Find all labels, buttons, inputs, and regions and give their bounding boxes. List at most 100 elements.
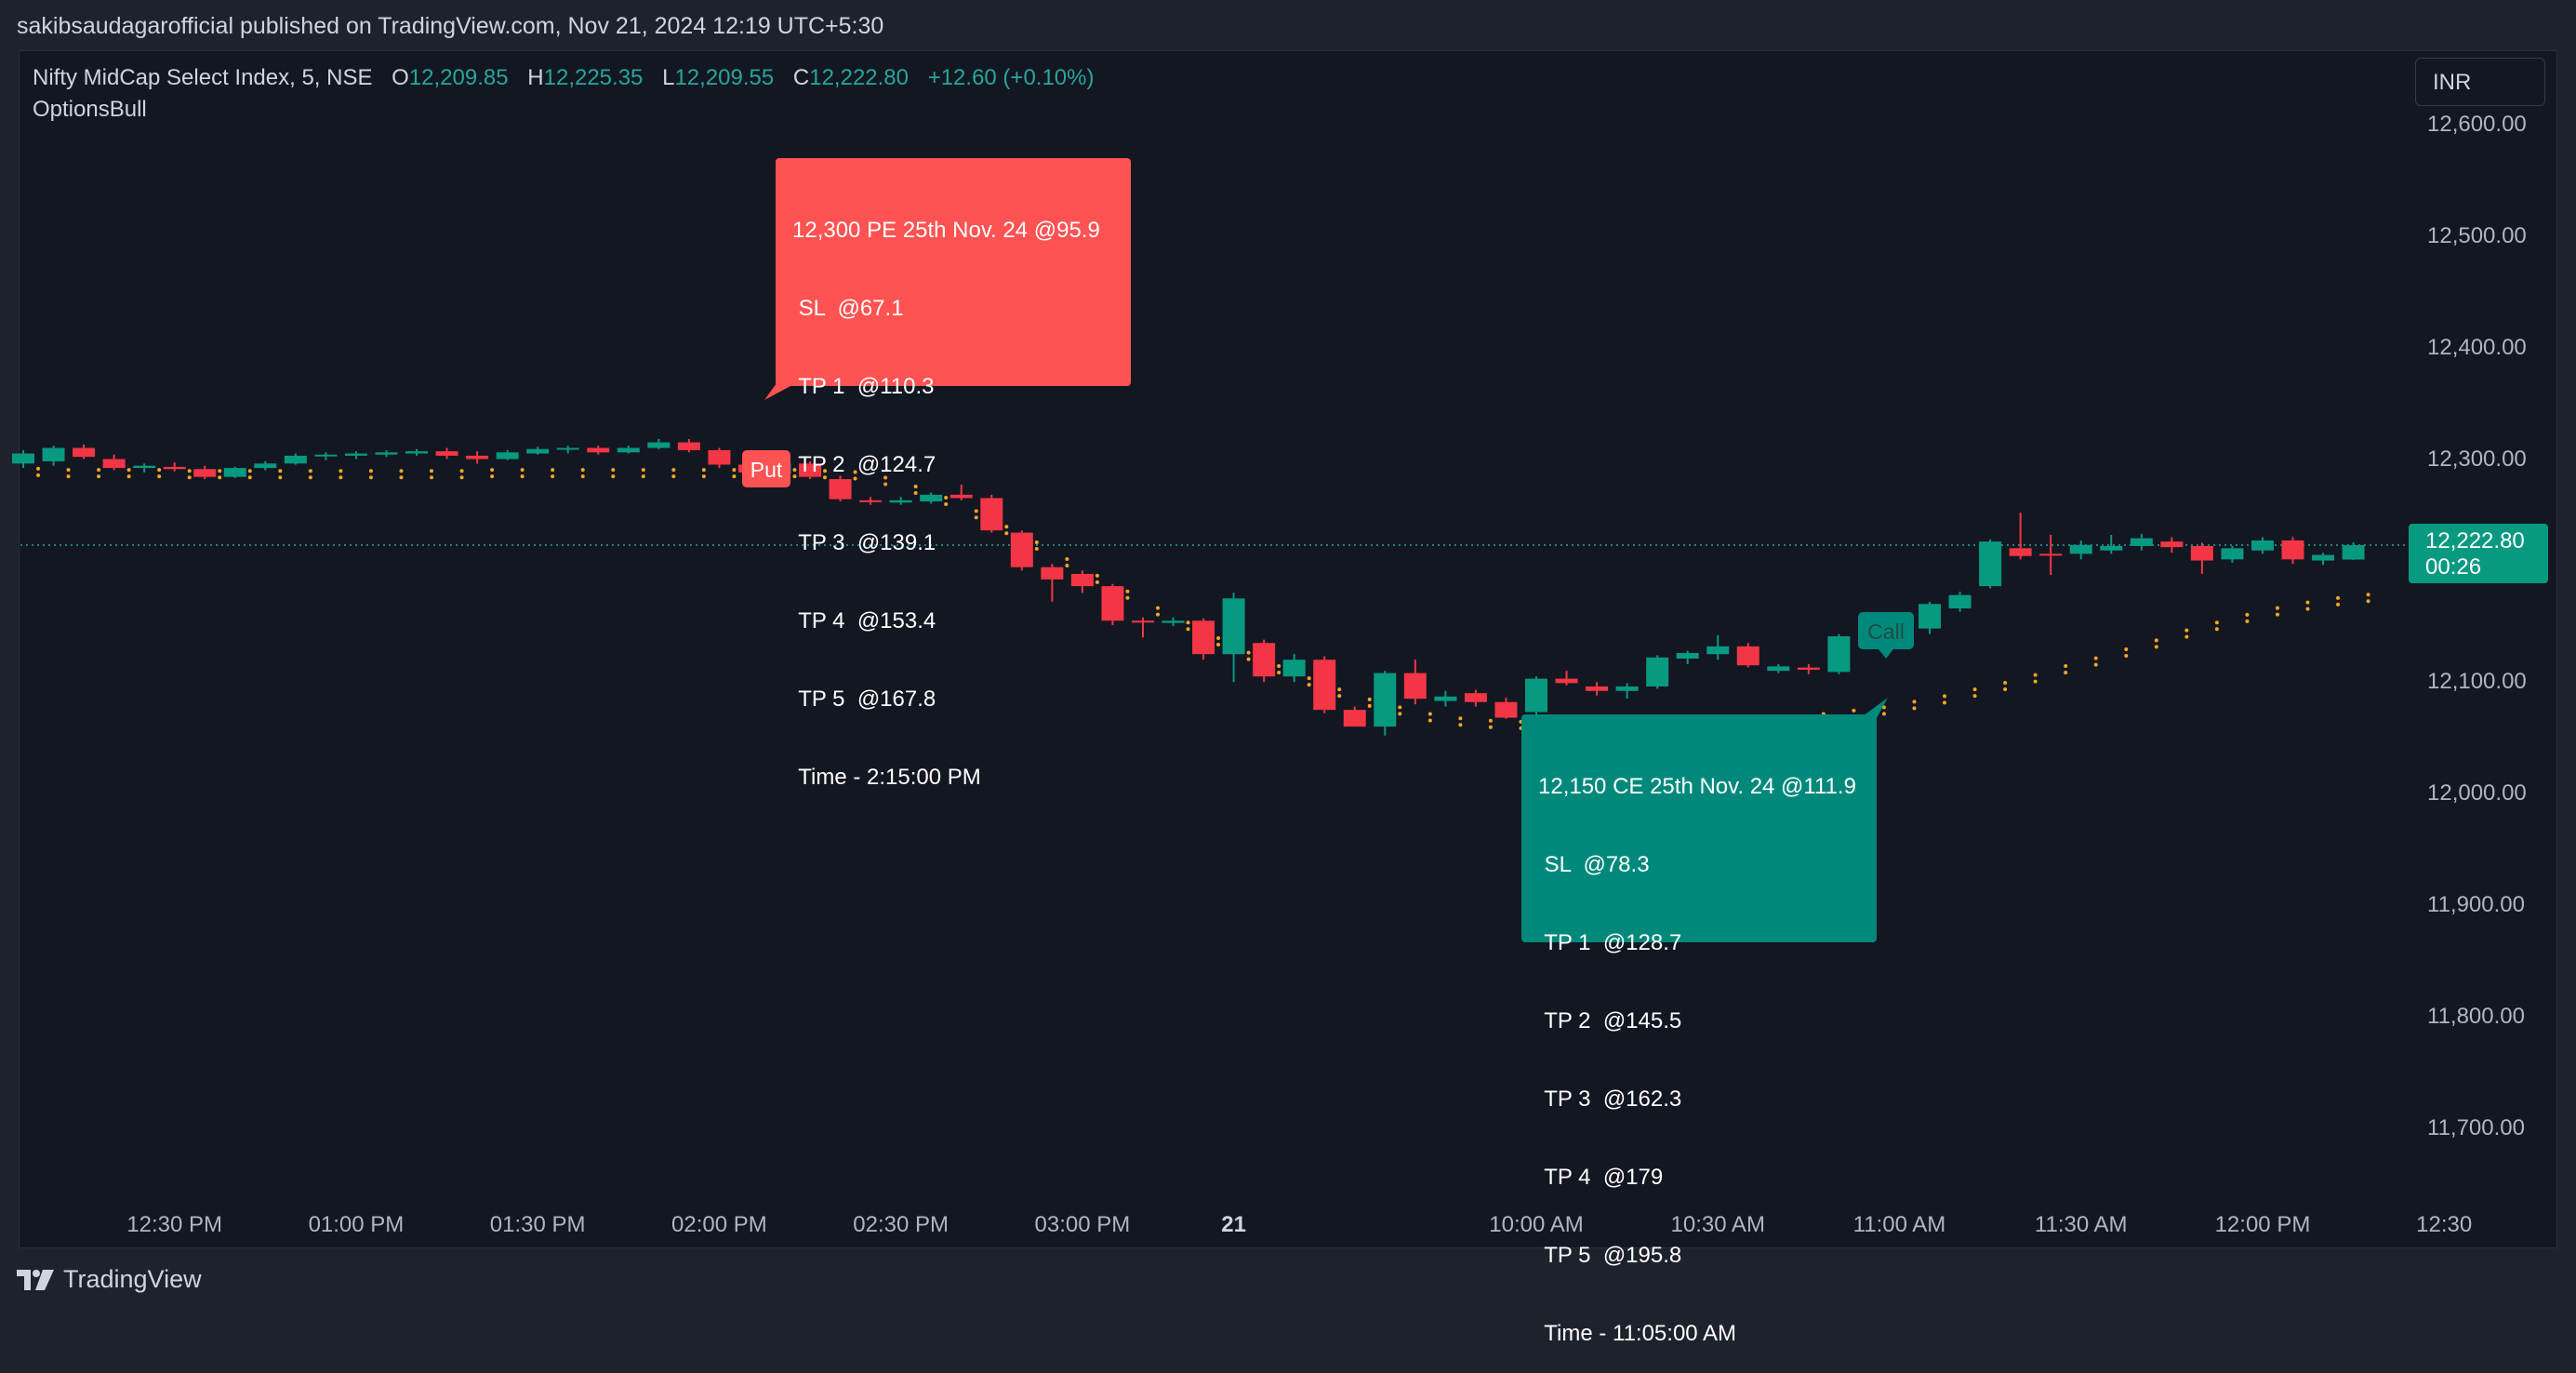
- indicator-dot: [1488, 725, 1493, 729]
- time-tick-label: 12:30: [2416, 1212, 2473, 1237]
- candle-body: [2190, 545, 2213, 561]
- indicator-dot: [218, 469, 222, 473]
- indicator-dot: [1065, 556, 1069, 561]
- indicator-dot: [1095, 580, 1099, 584]
- indicator-dot: [1943, 694, 1947, 699]
- indicator-dot: [551, 474, 555, 479]
- candle-body: [314, 454, 338, 457]
- candle-body: [1706, 646, 1730, 655]
- candle-body: [193, 469, 217, 477]
- indicator-name[interactable]: OptionsBull: [33, 97, 147, 122]
- indicator-dot: [1004, 525, 1009, 529]
- indicator-dot: [641, 468, 645, 473]
- candle-body: [466, 455, 489, 460]
- chart-pane[interactable]: [19, 50, 2557, 1248]
- candle-body: [2130, 538, 2153, 546]
- indicator-dot: [1367, 703, 1372, 708]
- indicator-dot: [1398, 712, 1402, 716]
- published-header: sakibsaudagarofficial published on Tradi…: [17, 13, 884, 39]
- candlestick-chart[interactable]: Put Call: [0, 0, 2576, 1315]
- indicator-dot: [1095, 573, 1099, 578]
- indicator-dot: [520, 474, 524, 479]
- indicator-dot: [1972, 694, 1977, 699]
- indicator-dot: [551, 468, 555, 473]
- put-line: SL @67.1: [792, 296, 904, 321]
- close-value: 12,222.80: [809, 65, 910, 90]
- tradingview-footer[interactable]: TradingView: [17, 1265, 202, 1294]
- last-price-value: 12,222.80: [2425, 528, 2525, 553]
- indicator-dot: [490, 474, 495, 479]
- indicator-dot: [66, 474, 71, 479]
- candle-body: [435, 451, 458, 456]
- indicator-dot: [1155, 612, 1160, 617]
- indicator-dot: [2366, 593, 2370, 597]
- indicator-dot: [339, 475, 343, 480]
- candle-body: [799, 463, 822, 477]
- candle-body: [1162, 620, 1185, 623]
- indicator-dot: [701, 468, 706, 473]
- low-value: 12,209.55: [674, 65, 775, 90]
- currency-button[interactable]: INR: [2415, 58, 2545, 106]
- call-marker-pointer: [1879, 649, 1893, 659]
- candle-body: [375, 452, 398, 455]
- price-tick-label: 12,600.00: [2427, 112, 2527, 137]
- indicator-dot: [580, 468, 585, 473]
- time-tick-label: 11:30 AM: [2034, 1212, 2128, 1237]
- indicator-dot: [944, 496, 949, 500]
- indicator-dot: [853, 470, 857, 474]
- indicator-dot: [2154, 638, 2158, 643]
- indicator-dot: [1852, 708, 1856, 713]
- candle-body: [2221, 548, 2244, 560]
- candle-body: [1070, 573, 1094, 587]
- candle-body: [1131, 620, 1154, 623]
- indicator-dot: [520, 468, 524, 473]
- time-tick-label: 01:30 PM: [489, 1212, 586, 1237]
- time-tick-label: 01:00 PM: [308, 1212, 405, 1237]
- candle-body: [587, 447, 610, 453]
- candle-body: [1767, 666, 1790, 672]
- indicator-dot: [883, 482, 888, 487]
- indicator-dot: [308, 475, 312, 480]
- candle-body: [1586, 686, 1609, 691]
- tradingview-logo-icon: [17, 1269, 54, 1290]
- candle-body: [920, 494, 943, 502]
- candle-body: [1525, 678, 1547, 713]
- candle-body: [1010, 532, 1033, 567]
- indicator-dot: [97, 474, 101, 479]
- indicator-dot: [1912, 706, 1917, 711]
- indicator-dot: [1246, 650, 1251, 655]
- candle-body: [2160, 541, 2184, 548]
- candle-body: [496, 452, 519, 460]
- time-tick-label: 03:00 PM: [1034, 1212, 1131, 1237]
- candle-body: [1253, 643, 1276, 677]
- indicator-dot: [1337, 694, 1342, 699]
- indicator-dot: [368, 469, 373, 473]
- candle-body: [1192, 620, 1215, 655]
- candle-body: [133, 465, 156, 469]
- indicator-dot: [792, 468, 797, 473]
- time-tick-label: 11:00 AM: [1852, 1212, 1946, 1237]
- put-line: TP 2 @124.7: [792, 452, 936, 477]
- open-value: 12,209.85: [408, 65, 509, 90]
- candle-body: [2312, 554, 2335, 561]
- indicator-dot: [126, 474, 131, 479]
- call-marker-bg: [1858, 612, 1914, 649]
- tradingview-brand: TradingView: [63, 1265, 202, 1293]
- indicator-dot: [1337, 687, 1342, 692]
- indicator-dot: [1125, 589, 1130, 593]
- candle-body: [2100, 545, 2123, 551]
- indicator-dot: [187, 475, 192, 480]
- candle-body: [405, 451, 429, 454]
- last-price-tag: 12,222.80 00:26: [2409, 524, 2548, 583]
- candle-body: [2281, 540, 2304, 560]
- candle-body: [1343, 710, 1366, 727]
- price-tick-label: 12,000.00: [2427, 780, 2527, 806]
- indicator-dot: [641, 474, 645, 479]
- candle-body: [1676, 653, 1699, 660]
- candle-body: [1736, 646, 1759, 666]
- symbol-legend: Nifty MidCap Select Index, 5, NSE O12,20…: [33, 65, 1094, 91]
- indicator-dot: [1367, 697, 1372, 701]
- indicator-dot: [66, 468, 71, 473]
- candle-body: [254, 463, 277, 469]
- symbol-name[interactable]: Nifty MidCap Select Index, 5, NSE: [33, 65, 373, 90]
